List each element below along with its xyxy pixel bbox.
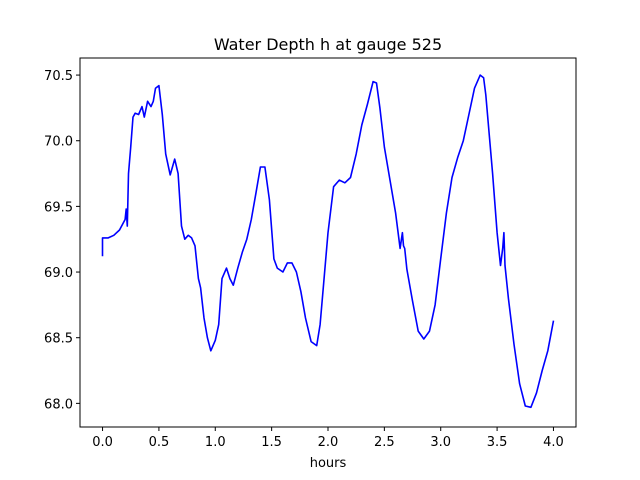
y-tick-label: 68.5 <box>44 332 73 347</box>
x-tick-label: 2.5 <box>374 435 395 450</box>
y-tick-label: 69.5 <box>44 200 73 215</box>
y-tick-label: 68.0 <box>44 397 73 412</box>
series-line-water-depth <box>101 74 555 409</box>
x-tick-label: 3.5 <box>487 435 508 450</box>
x-tick-label: 0.0 <box>92 435 113 450</box>
y-tick-label: 70.5 <box>44 69 73 84</box>
axes-frame <box>79 57 577 428</box>
y-tick-label: 69.0 <box>44 266 73 281</box>
x-tick-label: 1.0 <box>205 435 226 450</box>
y-axis: 68.0 68.5 69.0 69.5 70.0 70.5 <box>44 69 80 412</box>
x-axis-label: hours <box>310 456 347 471</box>
y-tick-label: 70.0 <box>44 135 73 150</box>
x-tick-label: 0.5 <box>149 435 170 450</box>
plot-area <box>101 74 555 409</box>
chart-title: Water Depth h at gauge 525 <box>214 35 442 54</box>
x-tick-label: 4.0 <box>543 435 564 450</box>
x-tick-label: 1.5 <box>261 435 282 450</box>
x-tick-label: 3.0 <box>430 435 451 450</box>
x-axis: 0.0 0.5 1.0 1.5 2.0 2.5 3.0 3.5 4.0 <box>92 427 564 450</box>
x-tick-label: 2.0 <box>318 435 339 450</box>
